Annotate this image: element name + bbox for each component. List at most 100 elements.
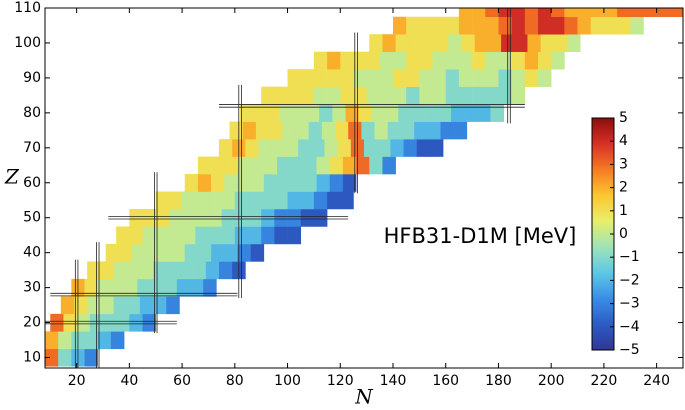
cell [398,104,412,122]
cell [176,278,191,297]
cell [524,16,539,35]
cell [419,51,433,70]
cell [474,34,489,52]
cell [282,121,296,140]
cell [538,69,552,87]
cell [313,69,328,87]
cell [142,226,157,245]
cell [103,313,117,332]
cell [364,139,378,157]
cell [237,156,251,175]
colorbar-tick-label: 3 [619,156,628,172]
cell [76,313,91,332]
cell [269,121,283,140]
cell [366,51,381,70]
cell [379,51,394,70]
x-tick-label: 60 [173,373,191,389]
cell [445,16,460,35]
cell [255,121,270,140]
cell [97,278,112,297]
cell [577,16,592,35]
cell [277,174,291,192]
cell [524,69,539,87]
cell [266,104,280,122]
cell [458,51,473,70]
cell [195,226,209,245]
colorbar-tick-label: 0 [619,226,628,242]
cell [168,208,183,227]
cell [197,243,212,262]
cell [451,104,465,122]
cell [118,243,133,262]
cell [242,121,257,140]
cell [166,296,180,315]
cell [371,104,386,122]
cell [116,313,130,332]
cell [335,121,349,140]
y-tick-label: 70 [23,140,41,156]
cell [393,16,407,35]
cell [551,16,565,35]
cell [263,174,278,192]
cell [564,8,578,18]
cell [313,86,328,105]
cell [551,8,565,18]
cell [551,51,565,70]
x-axis-label: N [354,385,374,409]
cell [132,243,146,262]
cell [261,86,275,105]
cell [221,191,236,210]
cell [514,34,528,52]
cell [316,156,331,175]
cell [129,226,143,245]
cell [110,278,125,297]
cell [129,208,143,227]
colorbar-tick-label: −3 [619,296,640,312]
cell [224,174,238,192]
cell [277,156,291,175]
y-tick-label: 20 [23,315,41,331]
cell [84,348,99,367]
cell [155,208,170,227]
cell [197,156,212,175]
cell [124,278,138,297]
colorbar-tick-label: 4 [619,133,628,149]
cell [203,278,217,297]
cell [237,174,251,192]
cell [435,34,449,52]
cell [179,261,193,280]
cell [617,16,631,35]
cell [287,69,302,87]
cell [382,156,396,175]
cell [298,139,312,157]
cell [366,86,381,105]
cell [498,69,512,87]
cell [113,296,128,315]
x-tick-label: 240 [643,373,670,389]
cell [221,208,236,227]
cell [208,208,222,227]
cell [229,121,244,140]
cell [329,156,344,175]
cell [211,156,225,175]
cell [458,8,473,18]
cell [84,331,99,350]
cell [58,331,72,350]
cell [284,139,299,157]
cell [387,121,402,140]
cell [406,86,420,105]
cell [524,8,539,18]
cell [248,191,262,210]
cell [240,104,254,122]
y-tick-label: 60 [23,175,41,191]
cell [337,139,352,157]
cell [142,313,157,332]
cell [105,243,120,262]
cell [498,86,512,105]
cell [319,104,333,122]
cell [221,226,236,245]
cell [379,69,394,87]
cell [321,121,336,140]
cell [577,8,592,18]
